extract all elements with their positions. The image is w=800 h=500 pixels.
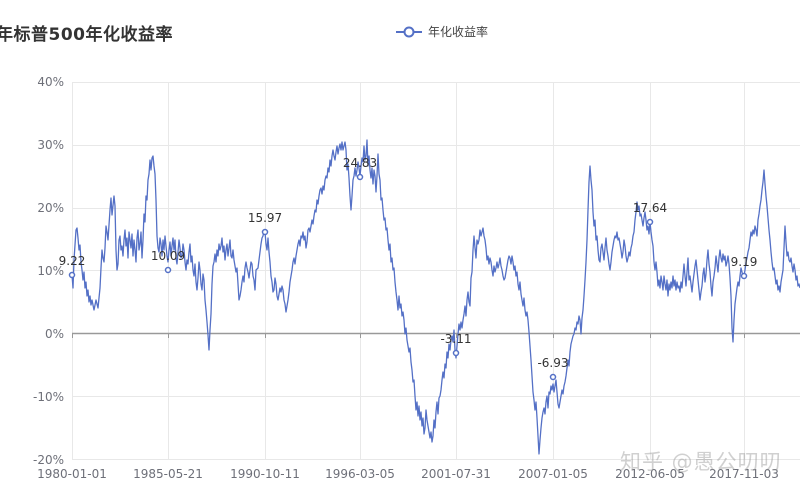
x-tick-1985: 1985-05-21 xyxy=(133,467,203,481)
data-point-1985[interactable] xyxy=(164,266,172,274)
x-tick-2001: 2001-07-31 xyxy=(421,467,491,481)
y-tick-40: 40% xyxy=(37,75,64,89)
annual-return-series-line[interactable] xyxy=(71,139,800,455)
x-tick-2017: 2017-11-03 xyxy=(709,467,779,481)
legend-line-circle-icon xyxy=(396,26,422,37)
data-label-1980: 9.22 xyxy=(58,254,86,268)
watermark: 知乎 @愚公叨叨 xyxy=(620,450,782,474)
data-label-1990: 15.97 xyxy=(247,211,283,225)
data-label-2012: 17.64 xyxy=(632,201,668,215)
x-tick-2007: 2007-01-05 xyxy=(518,467,588,481)
y-tick-0: 0% xyxy=(44,327,64,341)
data-label-1985: 10.09 xyxy=(150,249,186,263)
chart-title: 年标普500年化收益率 xyxy=(0,25,173,45)
x-tick-1996: 1996-03-05 xyxy=(325,467,395,481)
data-point-1996[interactable] xyxy=(356,173,364,181)
data-point-1990[interactable] xyxy=(261,228,269,236)
data-label-2007: -6.93 xyxy=(537,356,569,370)
data-label-2001: -3.11 xyxy=(440,332,472,346)
y-tick-20: 20% xyxy=(37,201,64,215)
data-point-2017[interactable] xyxy=(740,272,748,280)
data-point-2012[interactable] xyxy=(646,218,654,226)
data-label-2017: 9.19 xyxy=(730,255,758,269)
y-tick-neg20: -20% xyxy=(32,453,64,467)
legend-item-annual-return[interactable]: 年化收益率 xyxy=(396,23,488,40)
data-label-1996: 24.83 xyxy=(342,156,378,170)
x-tick-1980: 1980-01-01 xyxy=(37,467,107,481)
horizontal-gridlines xyxy=(72,82,800,460)
y-tick-10: 10% xyxy=(37,264,64,278)
y-tick-neg10: -10% xyxy=(32,390,64,404)
y-tick-30: 30% xyxy=(37,138,64,152)
data-point-2001[interactable] xyxy=(452,349,460,357)
x-axis-ticks xyxy=(72,333,745,338)
x-tick-1990: 1990-10-11 xyxy=(230,467,300,481)
legend-label: 年化收益率 xyxy=(428,25,489,39)
x-tick-2012: 2012-06-05 xyxy=(615,467,685,481)
data-point-1980[interactable] xyxy=(68,271,76,279)
data-point-2007[interactable] xyxy=(549,373,557,381)
